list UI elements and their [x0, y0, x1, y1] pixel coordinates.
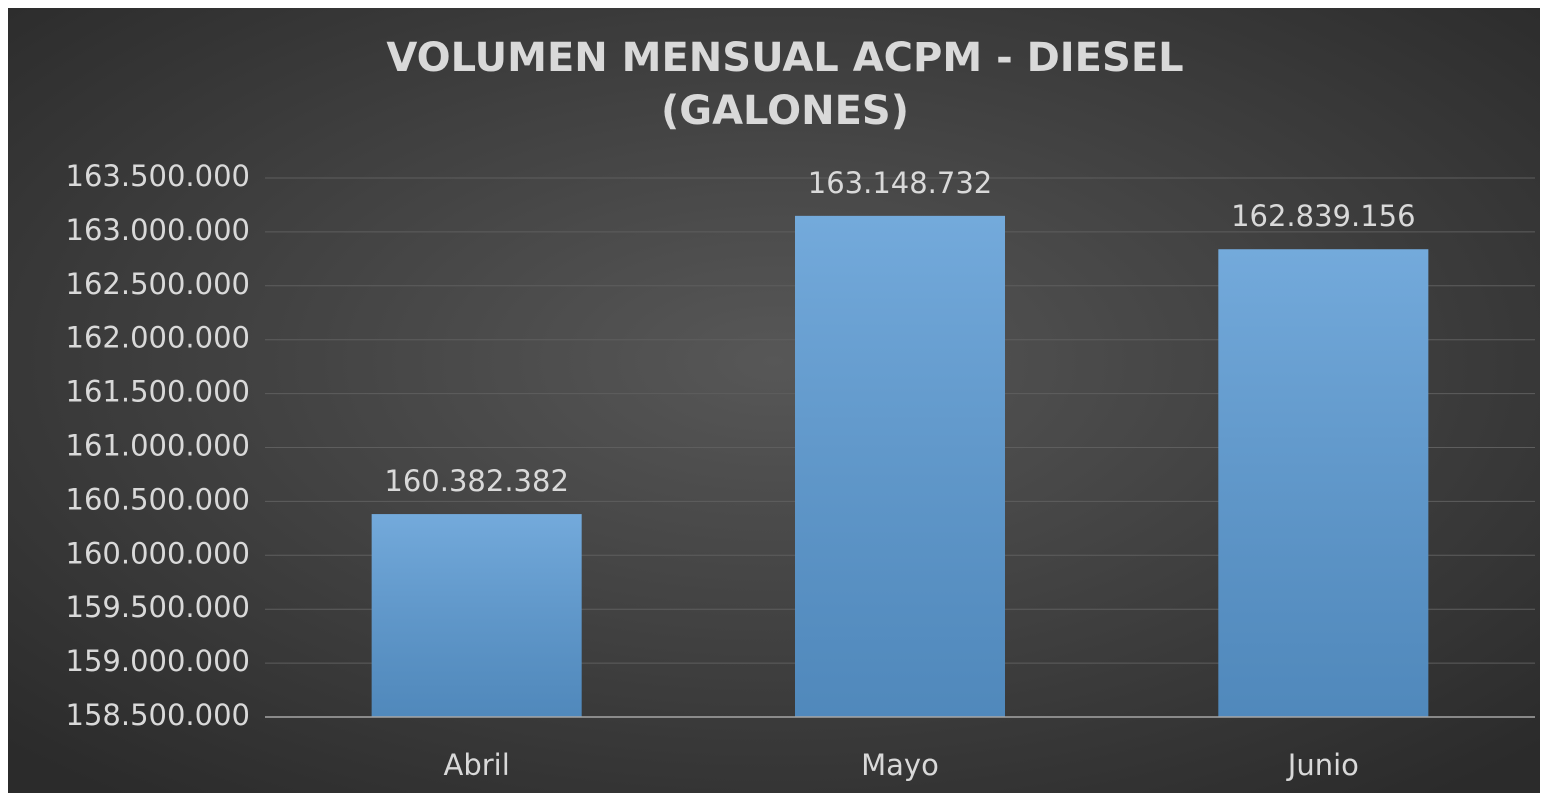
y-tick-label: 160.000.000 — [66, 536, 251, 570]
y-tick-label: 160.500.000 — [66, 482, 251, 516]
bar-shade — [1218, 249, 1429, 717]
y-tick-label: 159.000.000 — [66, 644, 251, 678]
data-label: 160.382.382 — [384, 464, 569, 498]
y-tick-label: 162.000.000 — [66, 321, 251, 355]
bar-shade — [371, 514, 582, 717]
x-tick-label: Mayo — [861, 748, 939, 782]
data-label: 163.148.732 — [808, 166, 993, 200]
x-tick-label: Abril — [444, 748, 510, 782]
y-tick-label: 158.500.000 — [66, 698, 251, 732]
y-tick-label: 161.500.000 — [66, 375, 251, 409]
bar-shade — [795, 215, 1005, 717]
data-label: 162.839.156 — [1231, 199, 1416, 233]
y-tick-label: 163.000.000 — [66, 213, 251, 247]
y-tick-label: 159.500.000 — [66, 590, 251, 624]
chart-title: (GALONES) — [661, 88, 909, 134]
y-tick-label: 162.500.000 — [66, 267, 251, 301]
x-tick-label: Junio — [1286, 748, 1359, 782]
chart-title: VOLUMEN MENSUAL ACPM - DIESEL — [386, 35, 1183, 81]
y-tick-label: 163.500.000 — [66, 159, 251, 193]
y-tick-label: 161.000.000 — [66, 429, 251, 463]
